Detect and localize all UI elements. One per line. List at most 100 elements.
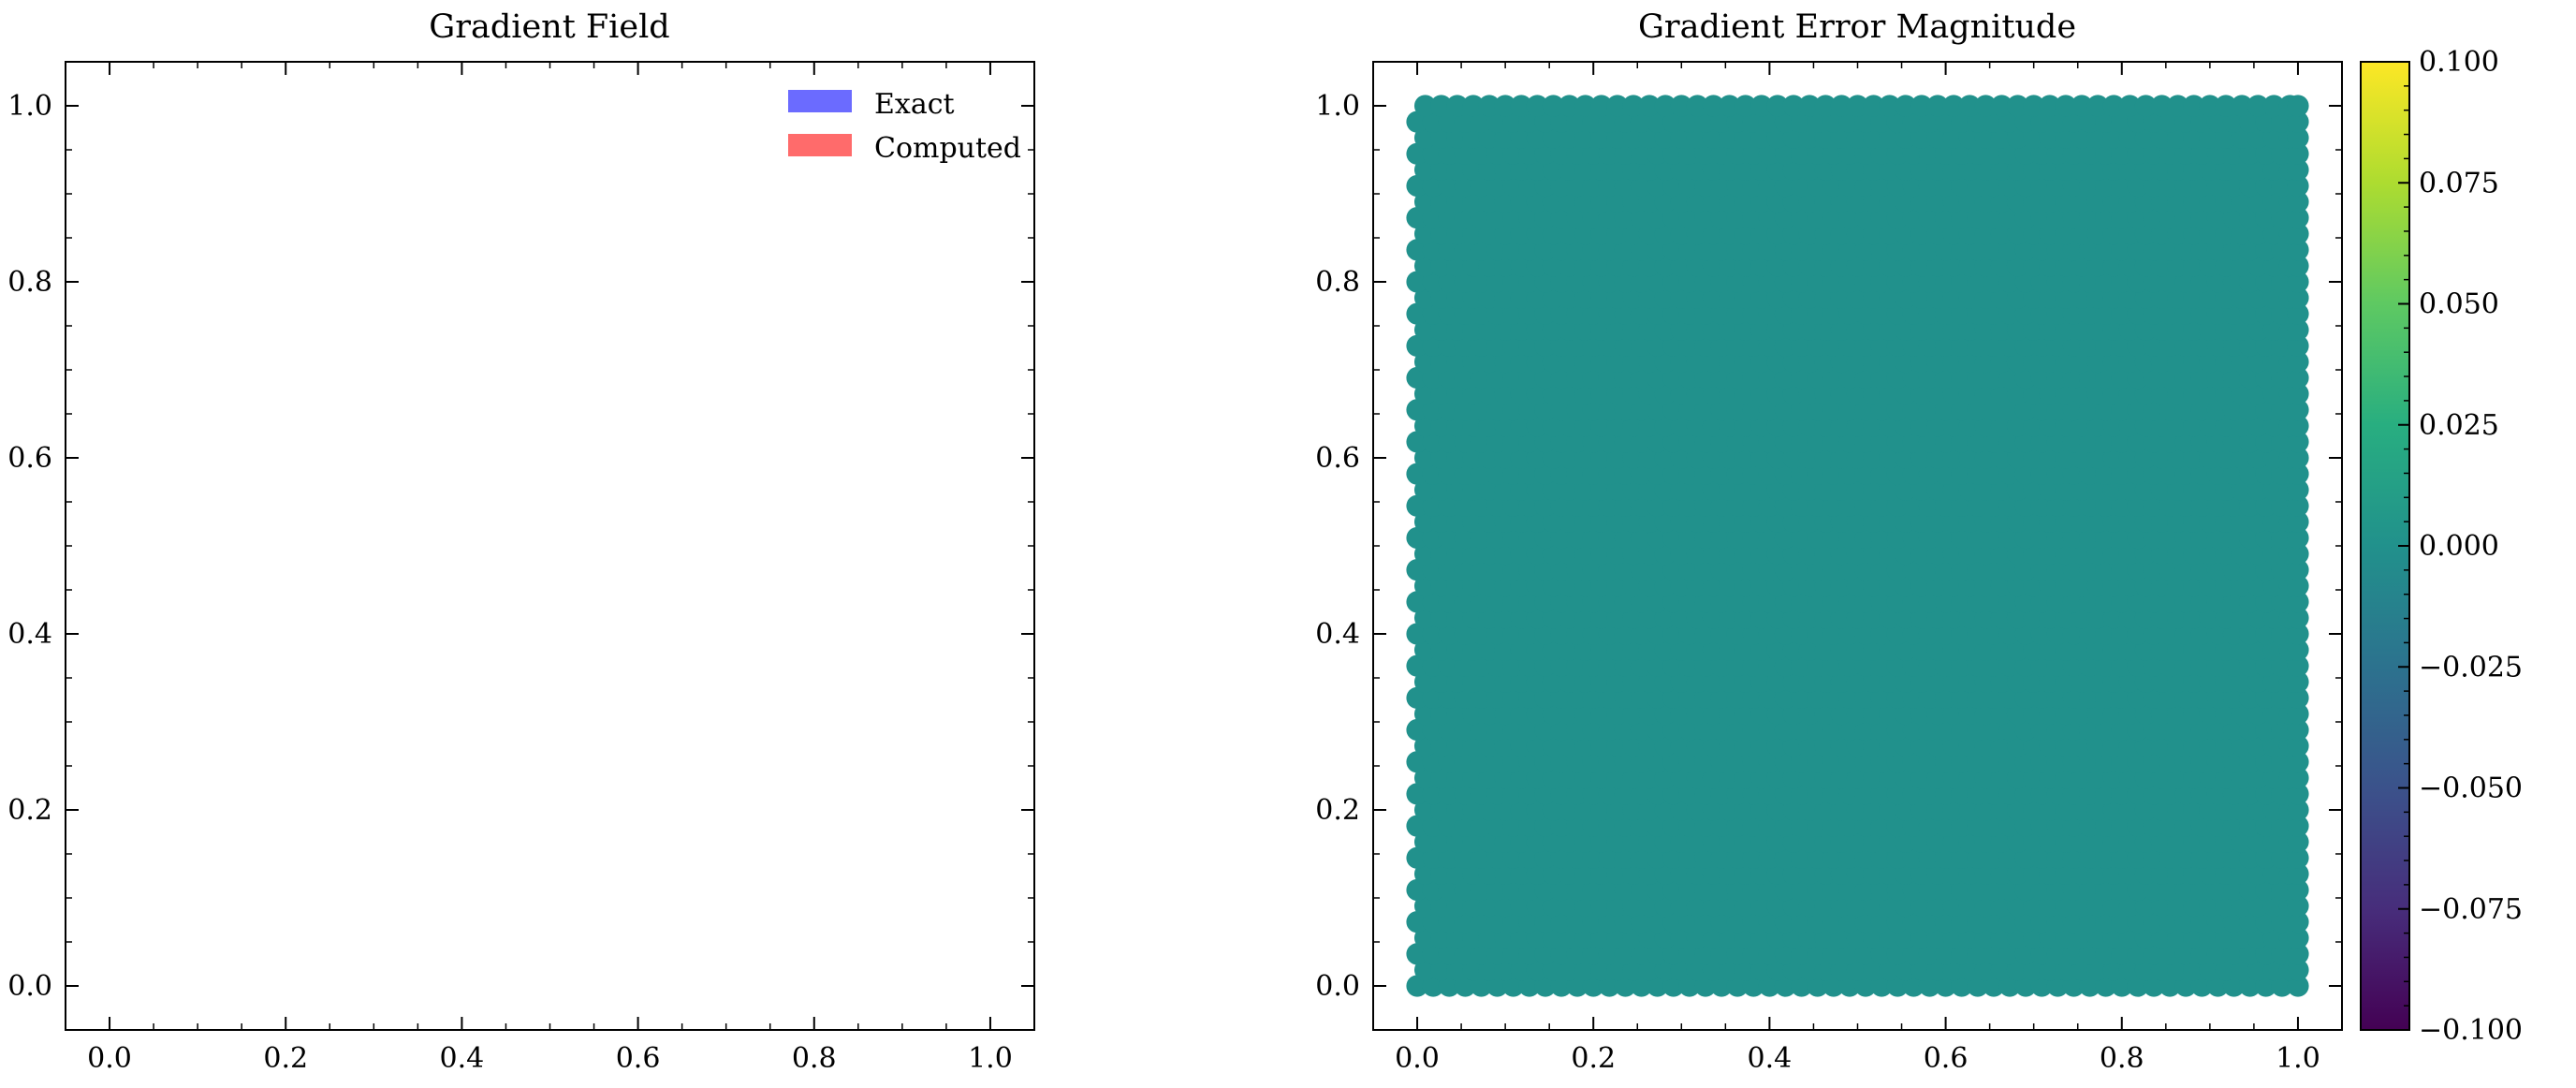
scatter-point <box>1879 95 1901 117</box>
scatter-point <box>2086 95 2109 117</box>
left-ytick-label: 0.6 <box>7 442 52 475</box>
scatter-point <box>2287 223 2309 245</box>
right-xtick-label: 0.0 <box>1395 1042 1440 1075</box>
colorbar: −0.100 −0.075 −0.050 −0.025 0.000 0.025 0.050 0… <box>2360 46 2523 1047</box>
scatter-point <box>2287 862 2309 885</box>
left-ytick-label: 0.0 <box>7 970 52 1003</box>
scatter-point <box>1782 95 1805 117</box>
scatter-point <box>2167 95 2189 117</box>
scatter-point <box>1830 95 1853 117</box>
left-axis-ticks: 0.0 0.2 0.4 0.6 0.8 1.0 0.0 0.2 0.4 0.6 0.8 1.0 <box>7 61 1035 1075</box>
colorbar-tick-label: −0.025 <box>2419 651 2523 684</box>
scatter-point <box>2262 95 2285 117</box>
scatter-point <box>1750 95 1773 117</box>
scatter-point <box>1622 95 1645 117</box>
scatter-point <box>2287 318 2309 341</box>
scatter-point <box>2118 95 2141 117</box>
scatter-point <box>1526 95 1548 117</box>
left-ytick-label: 0.8 <box>7 266 52 299</box>
scatter-point <box>2150 95 2174 117</box>
scatter-point <box>2134 95 2158 117</box>
scatter-point <box>2287 190 2309 213</box>
right-ytick-label: 0.0 <box>1315 970 1360 1003</box>
colorbar-tick-label: −0.100 <box>2419 1014 2523 1047</box>
left-xtick-label: 0.0 <box>87 1042 132 1075</box>
scatter-point <box>2287 894 2309 918</box>
right-axis-ticks: 0.0 0.2 0.4 0.6 0.8 1.0 0.0 0.2 0.4 0.6 0.8 1.0 <box>1315 61 2343 1075</box>
scatter-point <box>2287 255 2309 277</box>
right-ytick-label: 0.4 <box>1315 618 1360 651</box>
scatter-point <box>2287 607 2309 629</box>
scatter-point <box>1719 95 1741 117</box>
scatter-point <box>2287 95 2309 117</box>
scatter-point <box>2287 927 2309 949</box>
scatter-point <box>1542 95 1565 117</box>
legend-swatch-computed <box>788 134 852 156</box>
scatter-point <box>2231 95 2253 117</box>
scatter-point <box>1494 95 1516 117</box>
scatter-point <box>1926 95 1949 117</box>
scatter-point <box>2287 639 2309 661</box>
colorbar-tick-label: 0.000 <box>2419 530 2499 563</box>
colorbar-ticks: −0.100 −0.075 −0.050 −0.025 0.000 0.025 0.050 0… <box>2398 46 2523 1047</box>
legend: Exact Computed <box>788 88 1021 165</box>
colorbar-tick-label: 0.025 <box>2419 409 2499 442</box>
legend-swatch-exact <box>788 90 852 112</box>
scatter-point <box>1638 95 1661 117</box>
scatter-point <box>1942 95 1965 117</box>
scatter-point <box>1846 95 1869 117</box>
scatter-point <box>1798 95 1821 117</box>
right-xtick-label: 0.2 <box>1571 1042 1616 1075</box>
left-xtick-label: 0.2 <box>263 1042 308 1075</box>
legend-label-computed: Computed <box>874 132 1021 165</box>
right-chart-title: Gradient Error Magnitude <box>1638 8 2076 46</box>
gradient-field-panel: Gradient Field 0.0 0.2 0.4 0.6 0.8 1.00.00.20… <box>7 8 1035 1075</box>
scatter-point <box>1574 95 1597 117</box>
scatter-point <box>1446 95 1469 117</box>
scatter-point <box>2287 799 2309 821</box>
scatter-point <box>2287 415 2309 437</box>
colorbar-frame <box>2360 61 2410 1031</box>
right-ytick-label: 0.8 <box>1315 266 1360 299</box>
colorbar-tick-label: 0.100 <box>2419 46 2499 79</box>
scatter-point <box>2287 670 2309 693</box>
left-ytick-label: 0.2 <box>7 794 52 827</box>
right-xtick-label: 0.6 <box>1924 1042 1969 1075</box>
scatter-point <box>1462 95 1485 117</box>
scatter-point <box>1606 95 1629 117</box>
scatter-point <box>2287 447 2309 469</box>
scatter-point <box>1510 95 1532 117</box>
scatter-point <box>2287 831 2309 853</box>
scatter-point <box>1990 95 2013 117</box>
colorbar-tick-label: −0.075 <box>2419 893 2523 926</box>
scatter-point <box>2287 959 2309 981</box>
scatter-point <box>2287 542 2309 566</box>
scatter-point <box>2071 95 2093 117</box>
right-xtick-label: 0.4 <box>1748 1042 1793 1075</box>
scatter-point <box>2287 158 2309 181</box>
scatter-point <box>1734 95 1757 117</box>
scatter-point <box>2287 126 2309 149</box>
left-xtick-label: 1.0 <box>968 1042 1013 1075</box>
scatter-point <box>2287 478 2309 501</box>
scatter-point <box>2055 95 2077 117</box>
scatter-point <box>2102 95 2125 117</box>
left-chart-title: Gradient Field <box>429 8 669 46</box>
scatter-point <box>1590 95 1613 117</box>
colorbar-tick-label: 0.050 <box>2419 288 2499 321</box>
scatter-point <box>2199 95 2221 117</box>
scatter-point <box>1766 95 1789 117</box>
left-ytick-label: 1.0 <box>7 90 52 123</box>
right-ytick-label: 0.2 <box>1315 794 1360 827</box>
scatter-point <box>1654 95 1676 117</box>
scatter-point <box>2287 767 2309 789</box>
scatter-point <box>1702 95 1725 117</box>
right-xtick-label: 1.0 <box>2276 1042 2320 1075</box>
scatter-point <box>2287 350 2309 374</box>
scatter-point <box>1478 95 1500 117</box>
scatter-point <box>1862 95 1885 117</box>
scatter-point <box>2287 735 2309 757</box>
scatter-points <box>1406 95 2309 997</box>
colorbar-tick-label: 0.075 <box>2419 167 2499 199</box>
